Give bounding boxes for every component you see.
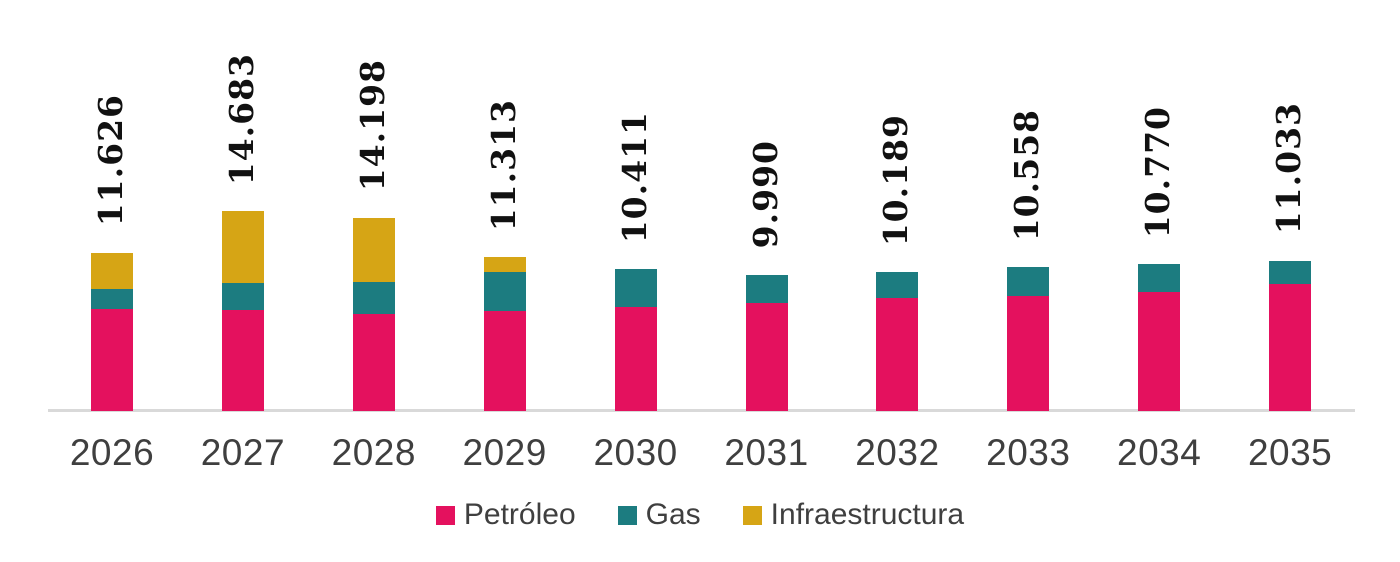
legend-swatch-icon — [617, 505, 637, 525]
bar-segment-petrleo-2029 — [483, 310, 526, 411]
legend-item-gas: Gas — [617, 498, 701, 532]
bar-segment-petrleo-2031 — [745, 302, 788, 411]
bar-total-label-2033: 10.558 — [1007, 108, 1047, 242]
x-axis-tick-label-2028: 2028 — [331, 432, 416, 473]
x-axis-tick-label-2035: 2035 — [1247, 432, 1333, 473]
legend-swatch-icon — [435, 505, 455, 525]
x-axis-tick-label-2031: 2031 — [724, 432, 809, 473]
bar-segment-petrleo-2033 — [1007, 295, 1050, 411]
x-axis-tick-label-2026: 2026 — [69, 432, 155, 473]
bar-segment-gas-2034 — [1138, 264, 1181, 292]
bar-segment-gas-2026 — [91, 288, 133, 309]
x-axis-tick-label-2030: 2030 — [593, 432, 678, 473]
bar-segment-gas-2033 — [1007, 267, 1050, 296]
x-axis-tick-label-2027: 2027 — [200, 432, 286, 473]
legend-swatch-icon — [742, 505, 762, 525]
stacked-bar-2031 — [745, 274, 788, 411]
stacked-bar-2030 — [614, 269, 657, 411]
stacked-bar-2032 — [876, 272, 919, 411]
x-axis-tick-label-2029: 2029 — [462, 432, 547, 473]
x-axis-tick-label-2032: 2032 — [855, 432, 940, 473]
stacked-bar-2027 — [221, 210, 264, 411]
stacked-bar-2034 — [1138, 264, 1181, 411]
bar-segment-gas-2030 — [614, 269, 657, 308]
legend-label: Petróleo — [463, 498, 576, 531]
bar-segment-petrleo-2028 — [352, 314, 395, 411]
bar-segment-petrleo-2035 — [1269, 283, 1312, 411]
bar-total-label-2035: 11.033 — [1269, 102, 1309, 235]
x-axis-tick-label-2033: 2033 — [986, 432, 1071, 473]
bar-segment-gas-2028 — [352, 282, 395, 315]
bar-segment-petrleo-2026 — [91, 308, 133, 411]
stacked-bar-2026 — [91, 252, 133, 411]
legend-item-infraestructura: Infraestructura — [742, 498, 965, 532]
bar-segment-infraestructura-2029 — [483, 256, 526, 272]
bar-segment-gas-2029 — [483, 271, 526, 311]
bar-segment-petrleo-2030 — [614, 307, 657, 411]
bar-segment-petrleo-2027 — [221, 309, 264, 411]
bar-total-label-2034: 10.770 — [1138, 105, 1178, 239]
bar-segment-infraestructura-2028 — [352, 217, 395, 283]
legend-item-petrleo: Petróleo — [435, 498, 576, 532]
bar-segment-petrleo-2034 — [1138, 292, 1181, 411]
stacked-bar-2035 — [1269, 260, 1312, 411]
stacked-bar-2028 — [352, 217, 395, 411]
legend-label: Gas — [645, 498, 701, 531]
bar-segment-infraestructura-2026 — [91, 252, 133, 289]
bar-segment-infraestructura-2027 — [221, 210, 264, 284]
bar-total-label-2032: 10.189 — [876, 113, 916, 247]
bar-total-label-2027: 14.683 — [221, 52, 261, 185]
stacked-bar-2033 — [1007, 267, 1050, 411]
bar-total-label-2026: 11.626 — [91, 94, 130, 227]
x-axis-tick-label-2034: 2034 — [1117, 432, 1202, 473]
legend-label: Infraestructura — [770, 498, 965, 531]
bar-segment-petrleo-2032 — [876, 298, 919, 411]
bar-total-label-2030: 10.411 — [614, 110, 654, 244]
legend: Petróleo Gas Infraestructura — [0, 498, 1400, 532]
bar-segment-gas-2031 — [745, 274, 788, 303]
bar-total-label-2029: 11.313 — [483, 98, 523, 231]
bar-segment-gas-2027 — [221, 283, 264, 310]
bar-segment-gas-2032 — [876, 272, 919, 299]
bar-segment-gas-2035 — [1269, 260, 1312, 284]
stacked-bar-2029 — [483, 256, 526, 411]
bar-total-label-2031: 9.990 — [745, 140, 785, 249]
x-axis-line — [48, 409, 1355, 412]
bar-total-label-2028: 14.198 — [352, 59, 392, 192]
